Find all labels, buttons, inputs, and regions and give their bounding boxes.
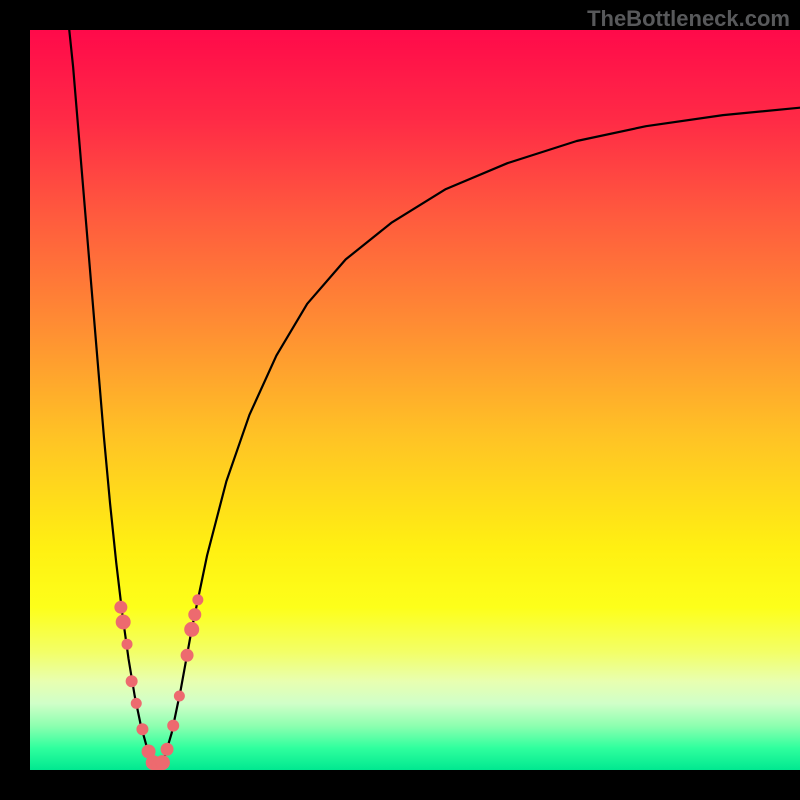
data-marker (181, 649, 193, 661)
data-marker (189, 609, 201, 621)
plot-area (30, 30, 800, 770)
data-marker (122, 639, 132, 649)
data-marker (193, 595, 203, 605)
data-marker (161, 743, 173, 755)
watermark-text: TheBottleneck.com (587, 6, 790, 32)
data-marker (174, 691, 184, 701)
data-marker (126, 676, 137, 687)
data-marker (185, 622, 199, 636)
data-marker (115, 601, 127, 613)
data-marker (137, 724, 148, 735)
plot-svg (30, 30, 800, 770)
data-marker (116, 615, 130, 629)
data-marker (168, 720, 179, 731)
chart-frame: TheBottleneck.com (0, 0, 800, 800)
data-marker (155, 756, 169, 770)
plot-background (30, 30, 800, 770)
data-marker (131, 698, 141, 708)
